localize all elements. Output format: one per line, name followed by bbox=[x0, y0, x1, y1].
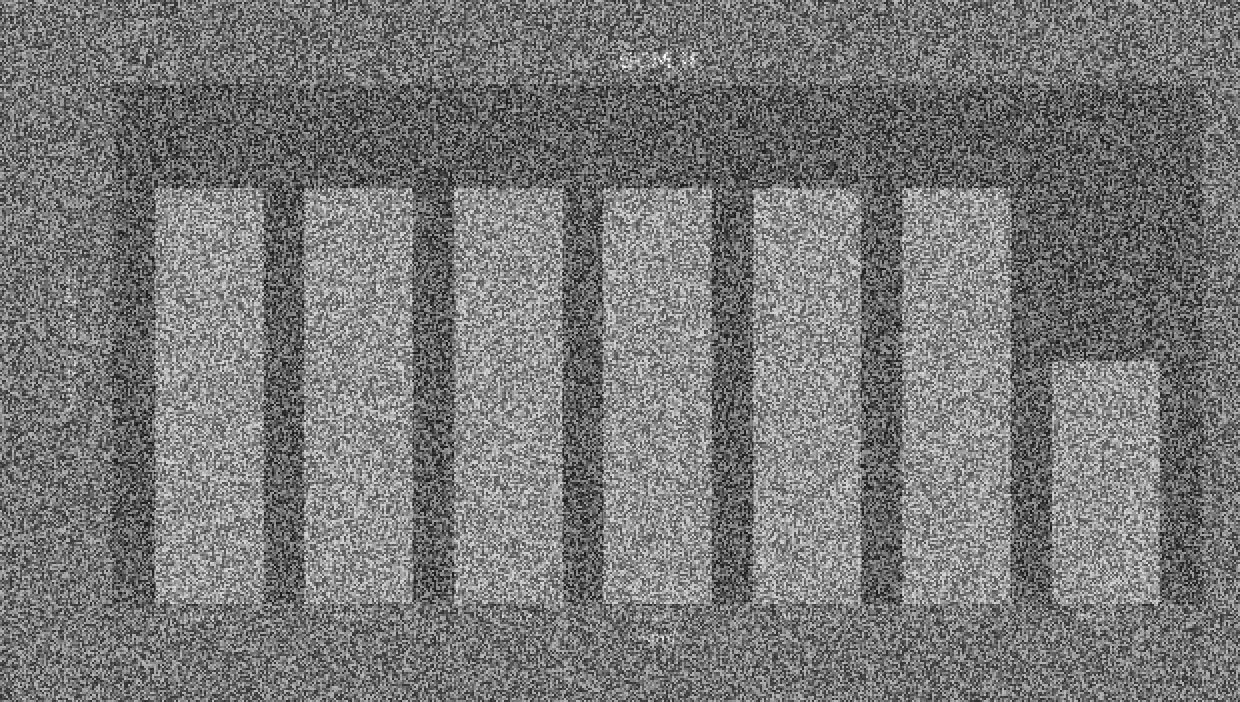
Bar bbox=[1052, 362, 1159, 604]
Bar bbox=[155, 188, 263, 604]
X-axis label: Month: Month bbox=[632, 631, 682, 645]
Y-axis label: Success Rate (%): Success Rate (%) bbox=[66, 277, 81, 411]
Bar bbox=[604, 188, 711, 604]
Bar bbox=[305, 188, 412, 604]
Bar bbox=[753, 188, 861, 604]
Bar bbox=[903, 188, 1009, 604]
Bar bbox=[454, 188, 562, 604]
Title: SCM II: SCM II bbox=[618, 51, 697, 72]
